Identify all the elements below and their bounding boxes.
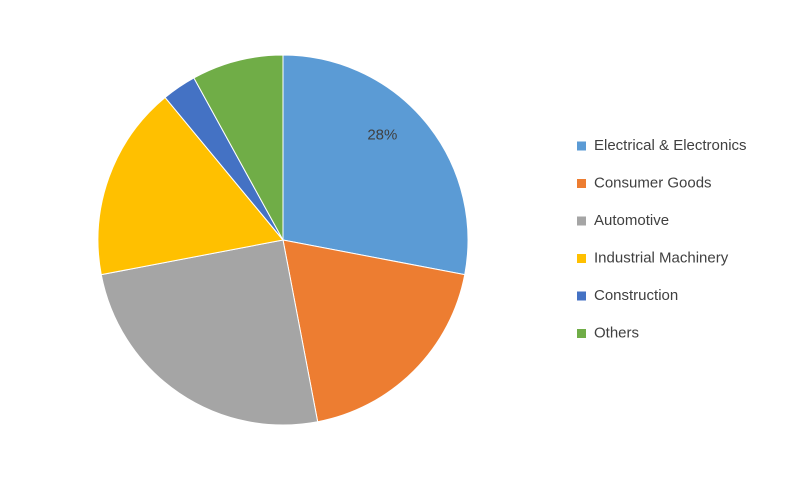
pie-slice	[97, 96, 284, 276]
legend-swatch	[577, 141, 586, 151]
legend-label: Others	[594, 324, 639, 341]
legend-swatch	[577, 291, 586, 301]
legend-swatch	[577, 216, 586, 226]
pie-slice	[282, 239, 466, 423]
legend-label: Consumer Goods	[594, 174, 712, 191]
legend-swatch	[577, 254, 586, 263]
pie-slice	[282, 54, 469, 276]
data-label: 28%	[367, 126, 397, 143]
legend-label: Automotive	[594, 212, 669, 229]
pie-slice	[193, 54, 284, 241]
legend-swatch	[577, 329, 586, 338]
legend-label: Industrial Machinery	[594, 249, 729, 266]
legend-swatch	[577, 179, 586, 188]
legend-label: Construction	[594, 287, 678, 304]
legend-label: Electrical & Electronics	[594, 137, 747, 154]
pie-slice	[100, 239, 319, 426]
